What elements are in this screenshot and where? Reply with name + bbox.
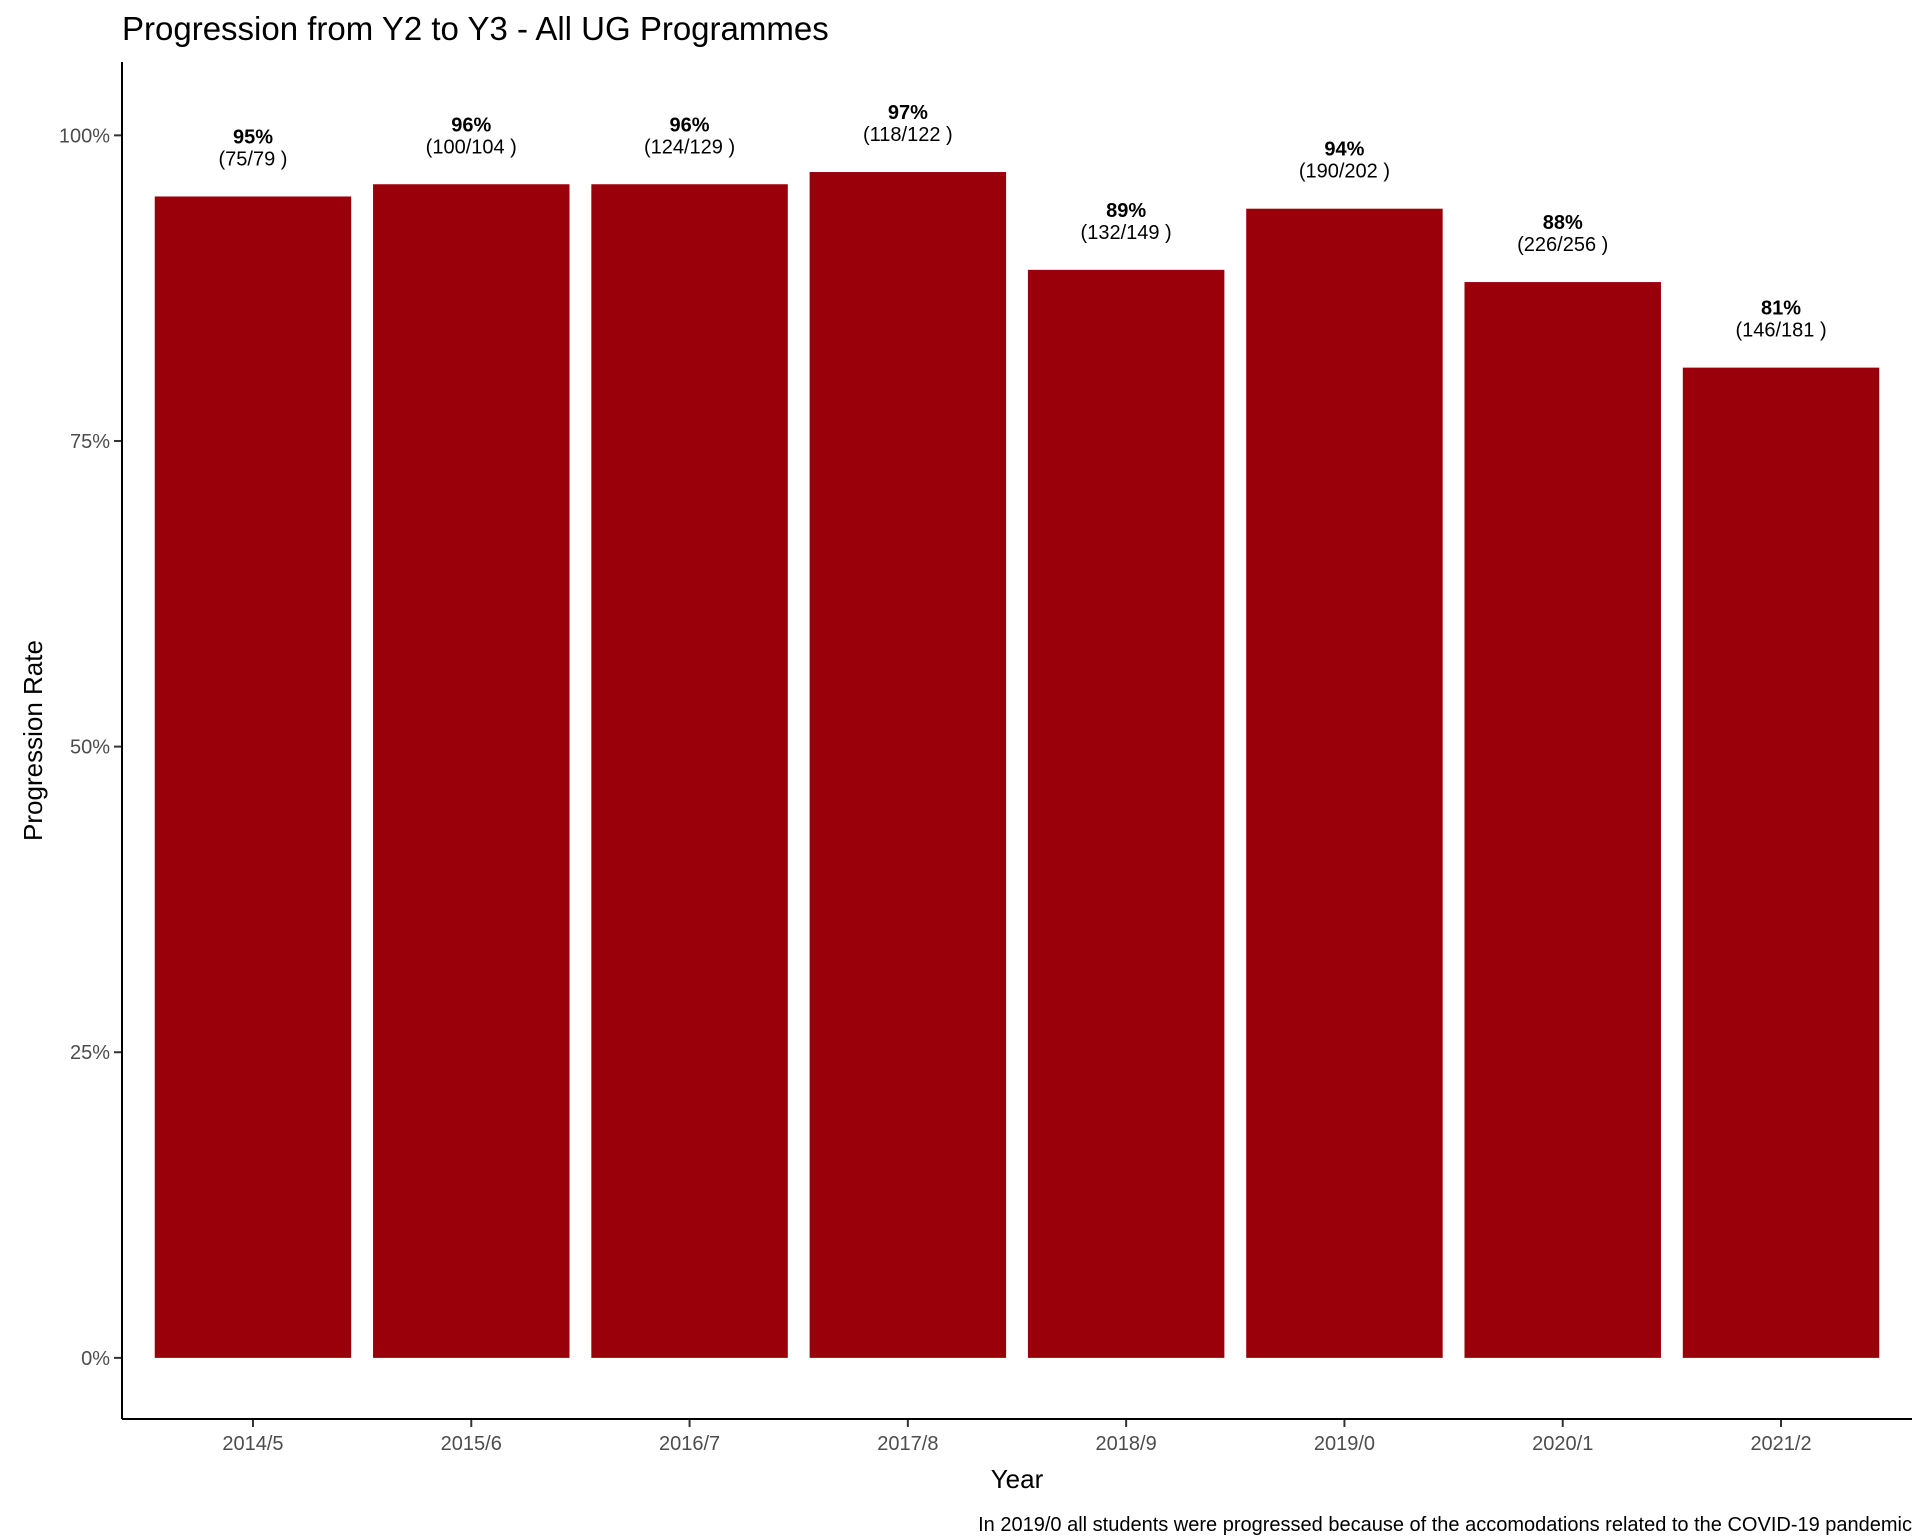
bar — [154, 196, 352, 1358]
data-label-count: (124/129 ) — [644, 136, 735, 158]
data-label-percent: 89% — [1106, 200, 1146, 222]
x-tick-label: 2021/2 — [1750, 1433, 1811, 1455]
x-tick-label: 2016/7 — [659, 1433, 720, 1455]
x-tick-label: 2020/1 — [1532, 1433, 1593, 1455]
bar — [591, 184, 788, 1358]
bar — [1464, 282, 1661, 1358]
data-label-percent: 88% — [1543, 212, 1583, 234]
chart-title: Progression from Y2 to Y3 - All UG Progr… — [122, 10, 829, 47]
data-label-count: (132/149 ) — [1081, 222, 1172, 244]
y-tick-label: 25% — [70, 1042, 110, 1064]
x-tick-label: 2015/6 — [441, 1433, 502, 1455]
data-label-count: (226/256 ) — [1517, 234, 1608, 256]
x-axis-title: Year — [991, 1464, 1044, 1494]
bars — [154, 172, 1880, 1358]
data-label-count: (146/181 ) — [1735, 320, 1826, 342]
y-tick-label: 0% — [81, 1348, 110, 1370]
data-label-percent: 97% — [888, 102, 928, 124]
data-label-count: (75/79 ) — [219, 148, 288, 170]
y-tick-label: 75% — [70, 431, 110, 453]
x-tick-label: 2017/8 — [877, 1433, 938, 1455]
data-label-count: (118/122 ) — [863, 124, 953, 146]
y-tick-label: 100% — [59, 125, 110, 147]
x-tick-label: 2019/0 — [1314, 1433, 1375, 1455]
y-axis-title: Progression Rate — [18, 640, 48, 841]
data-label-percent: 96% — [670, 114, 710, 136]
data-label-percent: 95% — [233, 126, 273, 148]
y-tick-label: 50% — [70, 737, 110, 759]
y-axis-ticks: 0% 25% 50% 75% 100% — [59, 125, 122, 1370]
data-label-count: (100/104 ) — [426, 136, 517, 158]
data-label-count: (190/202 ) — [1299, 161, 1390, 183]
data-label-percent: 96% — [451, 114, 491, 136]
chart-caption: In 2019/0 all students were progressed b… — [978, 1514, 1912, 1536]
bar — [809, 172, 1007, 1358]
bar — [1682, 367, 1880, 1358]
data-label-percent: 81% — [1761, 298, 1801, 320]
x-tick-label: 2014/5 — [222, 1433, 283, 1455]
bar — [373, 184, 570, 1358]
data-label-percent: 94% — [1324, 139, 1364, 161]
x-tick-label: 2018/9 — [1096, 1433, 1157, 1455]
bar — [1246, 208, 1443, 1358]
bar — [1027, 269, 1225, 1358]
x-axis-ticks: 2014/5 2015/6 2016/7 2017/8 2018/9 2019/0 2020… — [222, 1419, 1812, 1455]
data-labels: 95%(75/79 )96%(100/104 )96%(124/129 )97%… — [219, 102, 1827, 342]
